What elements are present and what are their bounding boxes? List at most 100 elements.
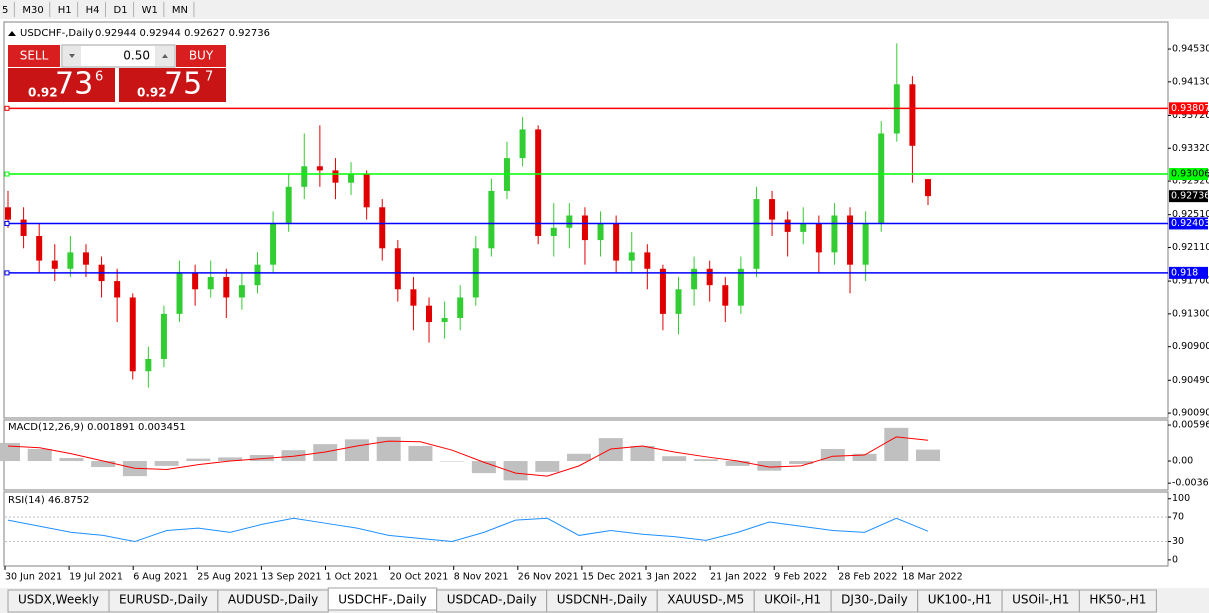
candle-body [51,260,58,269]
candle-body [192,272,199,290]
collapse-icon[interactable] [8,31,16,36]
sell-label[interactable]: SELL [20,49,49,63]
tab-label[interactable]: USDX,Weekly [18,593,99,607]
rsi-line [7,517,929,543]
x-tick-label: 1 Oct 2021 [326,572,379,583]
tab-label[interactable]: USOil-,H1 [1012,593,1069,607]
buy-price-big: 0.92 [137,86,167,100]
candle-body [363,174,370,208]
buy-label[interactable]: BUY [189,49,214,63]
candle-body [285,186,292,224]
y-tick-label: 0.92110 [1172,242,1209,253]
signal-line [7,436,929,477]
candle-body [815,223,822,253]
tab-label[interactable]: USDCNH-,Daily [557,593,648,607]
candle-body [36,235,43,261]
y-tick-label: 0.93320 [1172,143,1209,154]
tab[interactable] [1078,589,1157,613]
candle-body [254,264,261,286]
histogram-bar [852,453,877,462]
timeframe-button[interactable]: D1 [114,5,128,16]
y-tick-label: 0.90090 [1172,408,1209,419]
level-price-box [1169,102,1208,115]
timeframe-button[interactable]: M30 [22,5,43,16]
sell-button[interactable] [8,45,60,67]
candle-body [753,199,760,269]
lot-input[interactable] [61,44,176,68]
timeframe-button[interactable]: 5 [2,5,8,16]
candle-body [691,268,698,290]
candle-body [488,190,495,249]
candle-body [644,252,651,269]
sell-price-box[interactable] [8,68,115,102]
symbol-title: USDCHF-,Daily [20,28,94,39]
x-tick-label: 15 Dec 2021 [582,572,643,583]
tab-label[interactable]: USDCHF-,Daily [338,593,426,607]
lot-value[interactable]: 0.50 [123,49,150,63]
timeframe-button[interactable]: H4 [86,5,100,16]
x-tick-label: 21 Jan 2022 [710,572,767,583]
tab-label[interactable]: UK100-,H1 [928,593,992,607]
y-tick-label: 0.93720 [1172,110,1209,121]
y-tick-label: 0.92510 [1172,209,1209,220]
histogram-bar [408,445,433,462]
y-tick-label: 0.94130 [1172,76,1209,87]
candle-body [566,215,573,228]
candle-body [925,179,931,197]
x-tick-label: 9 Feb 2022 [774,572,827,583]
histogram-bar [281,450,306,462]
candle-body [410,289,417,306]
candle-body [659,268,666,314]
one-click-trading: SELL 0.50 BUY 0.92 73 6 0.92 75 7 [8,44,226,102]
level-price-label: 0.918 [1171,267,1198,278]
histogram-bar [440,461,465,462]
x-tick-label: 26 Nov 2021 [518,572,579,583]
histogram-bar [218,457,243,462]
histogram-bar [27,448,52,462]
candle-body [597,223,604,241]
y-tick-label: 0.91300 [1172,308,1209,319]
y-tick-label: 30 [1172,536,1184,547]
candle-body [114,281,121,298]
histogram-bar [471,461,496,474]
candle-body [176,272,183,314]
candle-body [348,174,355,183]
candle-body [129,297,136,372]
candle-body [441,317,448,323]
histogram-bar [630,445,655,462]
histogram-bar [503,461,528,481]
timeframe-button[interactable]: MN [172,5,188,16]
sell-price-main: 73 [55,67,93,102]
tab-label[interactable]: AUDUSD-,Daily [228,593,318,607]
tab-label[interactable]: EURUSD-,Daily [119,593,208,607]
tab-label[interactable]: XAUUSD-,M5 [667,593,744,607]
histogram-bar [344,439,369,462]
y-tick-label: 0.00 [1172,456,1193,467]
tab-label[interactable]: HK50-,H1 [1089,593,1146,607]
y-tick-label: 0.005963 [1172,420,1209,431]
histogram-bar [916,449,940,462]
histogram-bar [186,458,211,462]
level-handle [4,105,10,111]
candle-body [581,215,588,241]
timeframe-button[interactable]: W1 [142,5,158,16]
candle-body [379,207,386,249]
tab-label[interactable]: DJ30-,Daily [841,593,908,607]
histogram-bar [376,436,401,462]
x-tick-label: 20 Oct 2021 [390,572,449,583]
buy-button[interactable] [176,45,226,67]
histogram-bar [884,427,909,462]
y-tick-label: 0.92920 [1172,176,1209,187]
level-price-label: 0.93006 [1171,169,1209,180]
timeframe-button[interactable]: H1 [58,5,72,16]
candle-body [270,223,277,265]
buy-price-box[interactable] [119,68,226,102]
current-price-label: 0.92736 [1171,191,1209,202]
tab-label[interactable]: UKOil-,H1 [764,593,821,607]
tab-label[interactable]: USDCAD-,Daily [447,593,537,607]
level-handle [4,171,10,177]
price-axis: 0.94530 0.94130 0.93720 0.93320 0.92920 0.925… [1168,44,1209,565]
y-tick-label: -0.003664 [1172,478,1209,489]
level-price-box [1169,217,1208,230]
